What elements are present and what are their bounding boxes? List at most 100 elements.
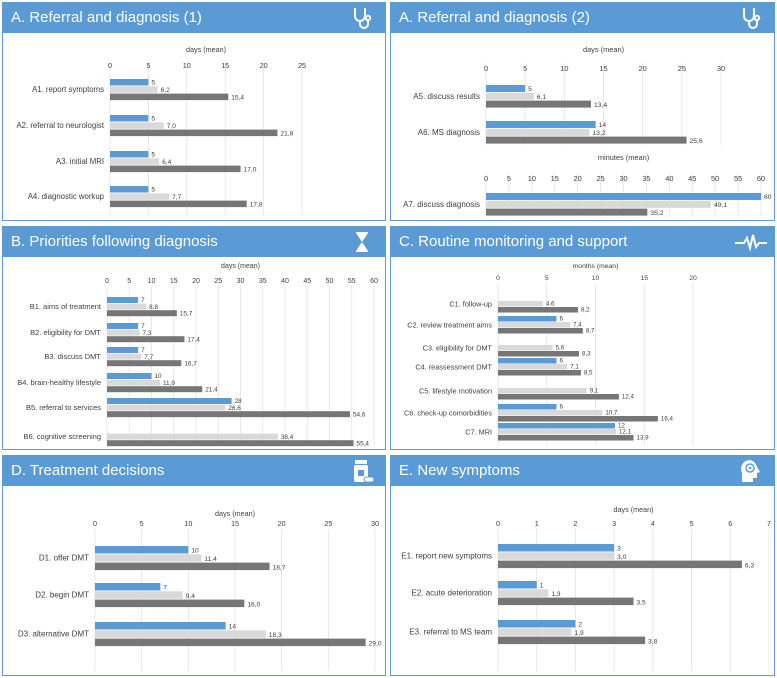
chart-d-axis-title: days (mean) (215, 509, 255, 518)
chart-a2-days-data-label-light: 13,2 (592, 130, 605, 137)
chart-b-tick-label: 60 (370, 278, 378, 285)
chart-a2-days-bar-dark (486, 136, 687, 144)
chart-b-category-label: B2. eligibility for DMT (30, 328, 101, 337)
chart-c-data-label-blue: 12 (618, 423, 625, 430)
chart-c-data-label-light: 4,6 (546, 301, 555, 308)
chart-c-bar-light (498, 364, 568, 370)
chart-d-bar-blue (95, 546, 189, 554)
chart-e-data-label-light: 3,0 (617, 554, 626, 561)
chart-a2-days-bar-light (486, 128, 590, 136)
chart-a1-tick-label: 20 (260, 61, 268, 70)
chart-c-bar-blue (498, 316, 557, 322)
chart-c-data-label-blue: 6 (560, 404, 564, 411)
chart-c-bar-dark (498, 394, 619, 400)
chart-b-bar-dark (107, 411, 350, 418)
chart-a1: days (mean) 0 5 10 15 20 25 A1. report symptoms… (16, 45, 306, 215)
chart-d-tick-label: 30 (371, 519, 379, 528)
chart-e-data-label-dark: 3,8 (648, 638, 657, 645)
chart-a1-bar-dark (110, 93, 229, 101)
chart-d-bar-light (95, 554, 202, 562)
chart-a2-days-bar-blue (486, 85, 526, 92)
chart-e-category-label: E3. referral to MS team (409, 628, 492, 637)
medication-icon (349, 458, 375, 484)
chart-d-data-label-dark: 16,0 (247, 601, 260, 608)
chart-b-tick-label: 50 (326, 278, 334, 285)
chart-a2-minutes-tick-label: 40 (665, 174, 673, 183)
chart-c-tick-label: 0 (496, 275, 500, 282)
chart-b-tick-label: 15 (170, 278, 178, 285)
chart-b-bar-blue (107, 297, 139, 303)
chart-a1-tick-label: 5 (146, 61, 150, 70)
chart-a1-tick-label: 25 (298, 61, 306, 70)
chart-a2-minutes-bar-dark (486, 208, 648, 216)
chart-a2: days (mean) 0 5 10 15 20 25 30 A5. discuss resul… (403, 45, 772, 217)
chart-c-bar-dark (498, 328, 583, 334)
chart-a2-days-bar-dark (486, 100, 591, 108)
chart-c-bar-light (498, 322, 571, 328)
chart-a1-data-label-light: 7,0 (167, 123, 176, 130)
chart-a2-minutes-tick-label: 30 (619, 174, 627, 183)
chart-c-data-label-dark: 16,4 (661, 416, 674, 423)
chart-c-bar-dark (498, 351, 579, 357)
chart-a2-minutes-tick-label: 50 (711, 174, 719, 183)
chart-e-bar-dark (498, 597, 634, 606)
chart-a2-days-tick-label: 0 (484, 64, 488, 73)
chart-b-axis-title: days (mean) (221, 263, 260, 270)
panel-a1-header: A. Referral and diagnosis (1) (3, 3, 385, 33)
chart-a1-bar-blue (110, 115, 149, 122)
chart-a2-days-tick-label: 5 (523, 64, 527, 73)
chart-a1-data-label-dark: 17,8 (250, 201, 263, 208)
chart-d-data-label-light: 11,4 (204, 556, 217, 563)
chart-b-tick-label: 10 (148, 278, 156, 285)
chart-d-data-label-light: 18,3 (269, 632, 282, 639)
chart-b-data-label-dark: 15,7 (180, 310, 193, 317)
chart-d-tick-label: 0 (93, 519, 97, 528)
chart-a2-minutes-tick-label: 55 (734, 174, 742, 183)
chart-d-category-label: D2. begin DMT (35, 591, 89, 600)
heartbeat-icon (734, 229, 768, 255)
chart-d-tick-label: 15 (231, 519, 239, 528)
chart-c-data-label-light: 7,4 (573, 322, 582, 329)
chart-c-bar-blue (498, 404, 557, 410)
chart-c-category-label: C6. check-up comorbidities (404, 408, 492, 417)
chart-a1-bar-blue (110, 151, 149, 158)
chart-c-tick-label: 15 (640, 275, 648, 282)
chart-e-bar-light (498, 628, 572, 636)
chart-d-tick-label: 20 (278, 519, 286, 528)
chart-e-bar-dark (498, 560, 742, 569)
chart-a2-minutes-data-label-dark: 35,2 (650, 210, 663, 217)
chart-e-data-label-blue: 3 (617, 546, 621, 553)
chart-d-bar-blue (95, 583, 161, 591)
chart-e-tick-label: 6 (728, 519, 732, 528)
chart-c-bar-light (498, 410, 603, 416)
chart-d-data-label-dark: 29,0 (369, 640, 382, 647)
chart-e-bar-blue (498, 544, 615, 552)
chart-a2-minutes-tick-label: 45 (688, 174, 696, 183)
chart-b: days (mean) 0 5 10 15 20 25 30 35 40 45 50 55 60 B1. a… (17, 263, 378, 447)
chart-a1-bar-blue (110, 79, 149, 86)
chart-e-tick-label: 7 (767, 519, 771, 528)
chart-b-tick-label: 55 (348, 278, 356, 285)
chart-a1-bar-dark (110, 165, 241, 173)
chart-a2-minutes-data-label-blue: 60 (764, 194, 772, 201)
chart-e-tick-label: 4 (651, 519, 655, 528)
chart-b-bar-dark (107, 440, 354, 447)
panel-e-title: E. New symptoms (399, 462, 520, 479)
chart-c-bar-light (498, 301, 543, 307)
chart-a1-data-label-light: 6,2 (161, 87, 170, 94)
panel-e-header: E. New symptoms (391, 456, 774, 486)
chart-e-data-label-light: 1,3 (551, 591, 560, 598)
chart-d-category-label: D1. offer DMT (39, 554, 89, 563)
chart-c-category-label: C1. follow-up (449, 299, 492, 308)
chart-a2-minutes-bar-light (486, 200, 712, 208)
chart-d-bar-dark (95, 599, 245, 608)
chart-b-tick-label: 20 (192, 278, 200, 285)
chart-a1-bar-light (110, 122, 164, 129)
chart-c-tick-label: 20 (689, 275, 697, 282)
chart-a1-tick-label: 10 (183, 61, 191, 70)
chart-b-data-label-light: 7,3 (142, 330, 151, 337)
chart-c-data-label-blue: 6 (560, 316, 564, 323)
chart-b-bar-dark (107, 336, 185, 343)
chart-b-bar-blue (107, 373, 152, 379)
chart-b-bar-light (107, 353, 142, 360)
